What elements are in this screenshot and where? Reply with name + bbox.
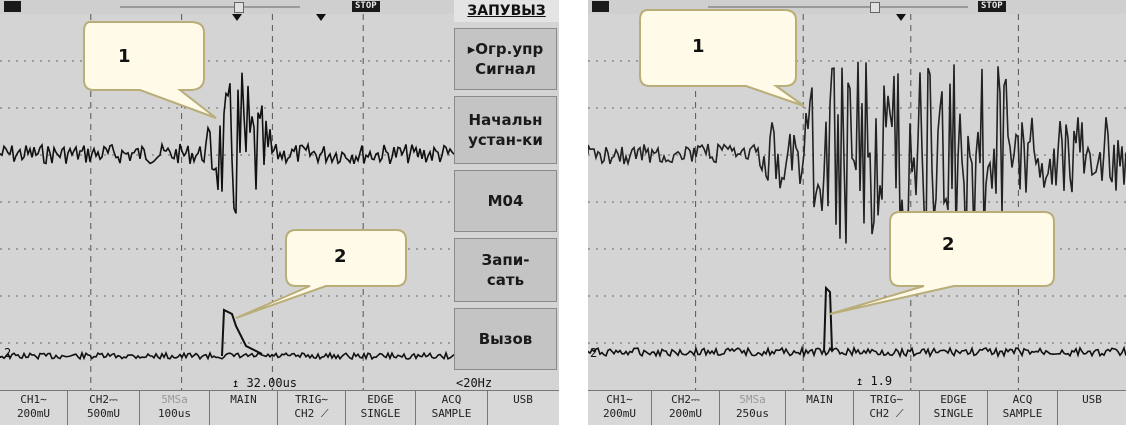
trigger-position-arrow [896, 14, 906, 21]
edge-setting: EDGE SINGLE [346, 391, 416, 425]
run-mode-badge [4, 1, 21, 12]
time-readout: ↥ 32.00us [232, 376, 298, 390]
memory-position-marker [234, 2, 244, 13]
channel-2-waveform [0, 350, 454, 361]
callout-1-label: 1 [118, 46, 131, 67]
main-label: MAIN [786, 391, 854, 425]
channel-1-waveform [588, 61, 1126, 247]
callout-2-bubble [235, 229, 407, 319]
usb-label: USB [1082, 393, 1102, 406]
menu-header: ЗАПУВЫЗ [454, 0, 559, 22]
channel-2-pulse [823, 285, 833, 353]
callout-2-label: 2 [942, 234, 955, 255]
timebase-setting: 5MSa 250us [720, 391, 786, 425]
menu-button-1-line-1: ▸Огр.упр [467, 40, 544, 58]
main-label: MAIN [210, 391, 278, 425]
trigger-setting: TRIG∼ CH2 ⟋ [278, 391, 346, 425]
callout-1-bubble [83, 21, 217, 119]
trigger-setting: TRIG∼ CH2 ⟋ [854, 391, 920, 425]
ch1-setting: CH1∼ 200mU [0, 391, 68, 425]
waveform-area [0, 14, 454, 390]
ch2-setting: CH2⎓ 200mU [652, 391, 720, 425]
acquire-setting: ACQ SAMPLE [988, 391, 1058, 425]
channel-1-waveform [0, 72, 454, 214]
menu-button-1-line-2: Сигнал [475, 60, 536, 78]
timebase-setting: 5MSa 100us [140, 391, 210, 425]
acquire-setting: ACQ SAMPLE [416, 391, 488, 425]
memory-position-bar [120, 6, 300, 8]
menu-button-2-line-1: Начальн [468, 111, 543, 129]
ch2-setting: CH2⎓ 500mU [68, 391, 140, 425]
menu-button-4-line-1: Запи- [481, 251, 530, 269]
menu-button-2-line-2: устан-ки [468, 131, 543, 149]
run-mode-badge [592, 1, 609, 12]
menu-button-4[interactable]: Запи- сать [454, 238, 557, 302]
oscilloscope-screen-left: STOP 1 2 ЗАПУВЫЗ ▸Огр.упр Сигнал Начальн… [0, 0, 559, 425]
channel-2-marker: 2 [4, 346, 12, 360]
menu-button-5-line-1: Вызов [478, 330, 533, 348]
menu-button-3[interactable]: М04 [454, 170, 557, 232]
ch1-setting: CH1∼ 200mU [588, 391, 652, 425]
callout-1-bubble [639, 9, 805, 107]
menu-button-1[interactable]: ▸Огр.упр Сигнал [454, 28, 557, 90]
trigger-position-arrow-2 [316, 14, 326, 21]
menu-button-3-line-1: М04 [487, 192, 524, 210]
stop-badge: STOP [352, 1, 380, 12]
top-status-bar: STOP [0, 0, 559, 14]
menu-button-5[interactable]: Вызов [454, 308, 557, 370]
menu-button-4-line-2: сать [486, 271, 525, 289]
trigger-position-arrow [232, 14, 242, 21]
channel-2-waveform [588, 345, 1126, 359]
callout-2-label: 2 [334, 246, 347, 267]
bottom-status-bar: CH1∼ 200mU CH2⎓ 200mU 5MSa 250us MAIN TRIG∼… [588, 390, 1126, 425]
channel-2-marker: 2 [590, 346, 598, 360]
channel-2-pulse [221, 308, 263, 357]
stop-badge: STOP [978, 1, 1006, 12]
time-readout: ↥ 1.9 [856, 374, 893, 388]
side-menu: ЗАПУВЫЗ ▸Огр.упр Сигнал Начальн устан-ки… [454, 0, 559, 380]
callout-2-bubble [829, 211, 1055, 315]
usb-label: USB [513, 393, 533, 406]
menu-button-2[interactable]: Начальн устан-ки [454, 96, 557, 164]
memory-position-bar [708, 6, 968, 8]
edge-setting: EDGE SINGLE [920, 391, 988, 425]
frequency-readout: <20Hz [456, 376, 493, 390]
callout-1-label: 1 [692, 36, 705, 57]
oscilloscope-screen-right: STOP 1 2 2 ↥ 1.9 CH1∼ 200mU CH2⎓ 200mU 5MS… [588, 0, 1126, 425]
bottom-status-bar: CH1∼ 200mU CH2⎓ 500mU 5MSa 100us MAIN TRIG∼… [0, 390, 559, 425]
waveform-svg [0, 14, 454, 390]
memory-position-marker [870, 2, 880, 13]
